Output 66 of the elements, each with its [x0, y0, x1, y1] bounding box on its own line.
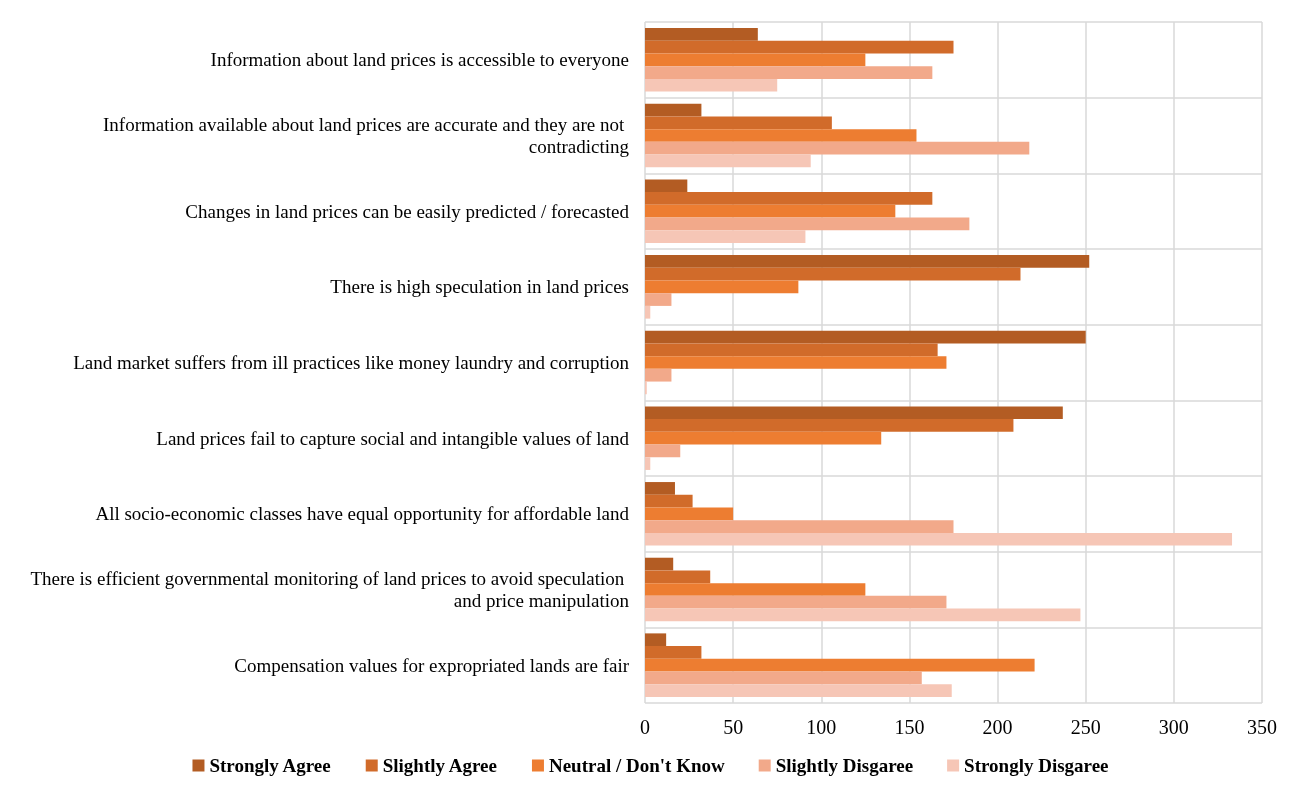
bar: [645, 330, 1086, 344]
bar: [645, 217, 970, 231]
bar: [645, 141, 1030, 155]
y-tick-label: Information available about land prices are accurate and they are not contradicting: [103, 114, 630, 157]
x-tick-label: 50: [723, 716, 744, 738]
bar: [645, 53, 866, 67]
legend-label: Slightly Agree: [382, 755, 497, 776]
bar: [645, 267, 1021, 281]
bar: [645, 431, 882, 445]
x-tick-label: 250: [1070, 716, 1101, 738]
bar: [645, 532, 1233, 546]
x-tick-label: 150: [894, 716, 925, 738]
bar: [645, 671, 922, 685]
bar: [645, 305, 651, 319]
x-tick-label: 350: [1247, 716, 1277, 738]
y-tick-label: Compensation values for expropriated lands are fair: [234, 654, 630, 676]
y-tick-label: All socio-economic classes have equal opportunity for affordable land: [95, 503, 630, 525]
y-tick-label: There is efficient governmental monitoring of land prices to avoid speculation and price manipulation: [30, 568, 630, 611]
bar: [645, 684, 952, 697]
bar: [645, 583, 866, 596]
bar: [645, 66, 933, 79]
legend-label: Neutral / Don't Know: [548, 755, 725, 776]
legend-label: Strongly Disgaree: [964, 755, 1109, 776]
bar: [645, 204, 896, 218]
bar: [645, 103, 702, 117]
bar: [645, 444, 681, 458]
bar: [645, 557, 674, 571]
legend-label: Slightly Disgaree: [775, 755, 914, 776]
bar: [645, 595, 947, 609]
x-tick-label: 300: [1158, 716, 1189, 738]
bar: [645, 343, 938, 357]
bar: [645, 280, 799, 294]
bar: [645, 129, 917, 142]
y-tick-label: Changes in land prices can be easily predicted / forecasted: [185, 200, 630, 222]
y-tick-label: Land market suffers from ill practices like money laundry and corruption: [73, 352, 630, 373]
x-tick-label: 0: [640, 716, 650, 738]
y-tick-label: There is high speculation in land prices: [330, 276, 629, 298]
bar: [645, 116, 832, 130]
bar: [645, 658, 1035, 672]
y-tick-label: Information about land prices is accessible to everyone: [210, 49, 629, 71]
bar: [645, 255, 1090, 268]
bar: [645, 356, 947, 369]
bar: [645, 40, 954, 54]
y-tick-label: Land prices fail to capture social and intangible values of land: [156, 427, 630, 449]
bar: [645, 406, 1063, 420]
x-tick-label: 100: [806, 716, 837, 738]
bar: [645, 293, 672, 306]
bar: [645, 192, 933, 205]
bar: [645, 419, 1014, 432]
bar: [645, 494, 693, 508]
bar: [645, 154, 811, 168]
bar: [645, 570, 711, 584]
bar: [645, 28, 758, 41]
legend-label: Strongly Agree: [209, 755, 331, 776]
x-tick-label: 200: [982, 716, 1013, 738]
bar: [645, 482, 675, 495]
bar: [645, 646, 702, 659]
bar: [645, 520, 954, 533]
bar: [645, 457, 651, 470]
bar: [645, 633, 667, 647]
bar: [645, 608, 1081, 622]
bar: [645, 179, 688, 193]
bar: [645, 368, 672, 382]
bar: [645, 78, 778, 92]
bar: [645, 507, 734, 521]
bar: [645, 230, 806, 243]
